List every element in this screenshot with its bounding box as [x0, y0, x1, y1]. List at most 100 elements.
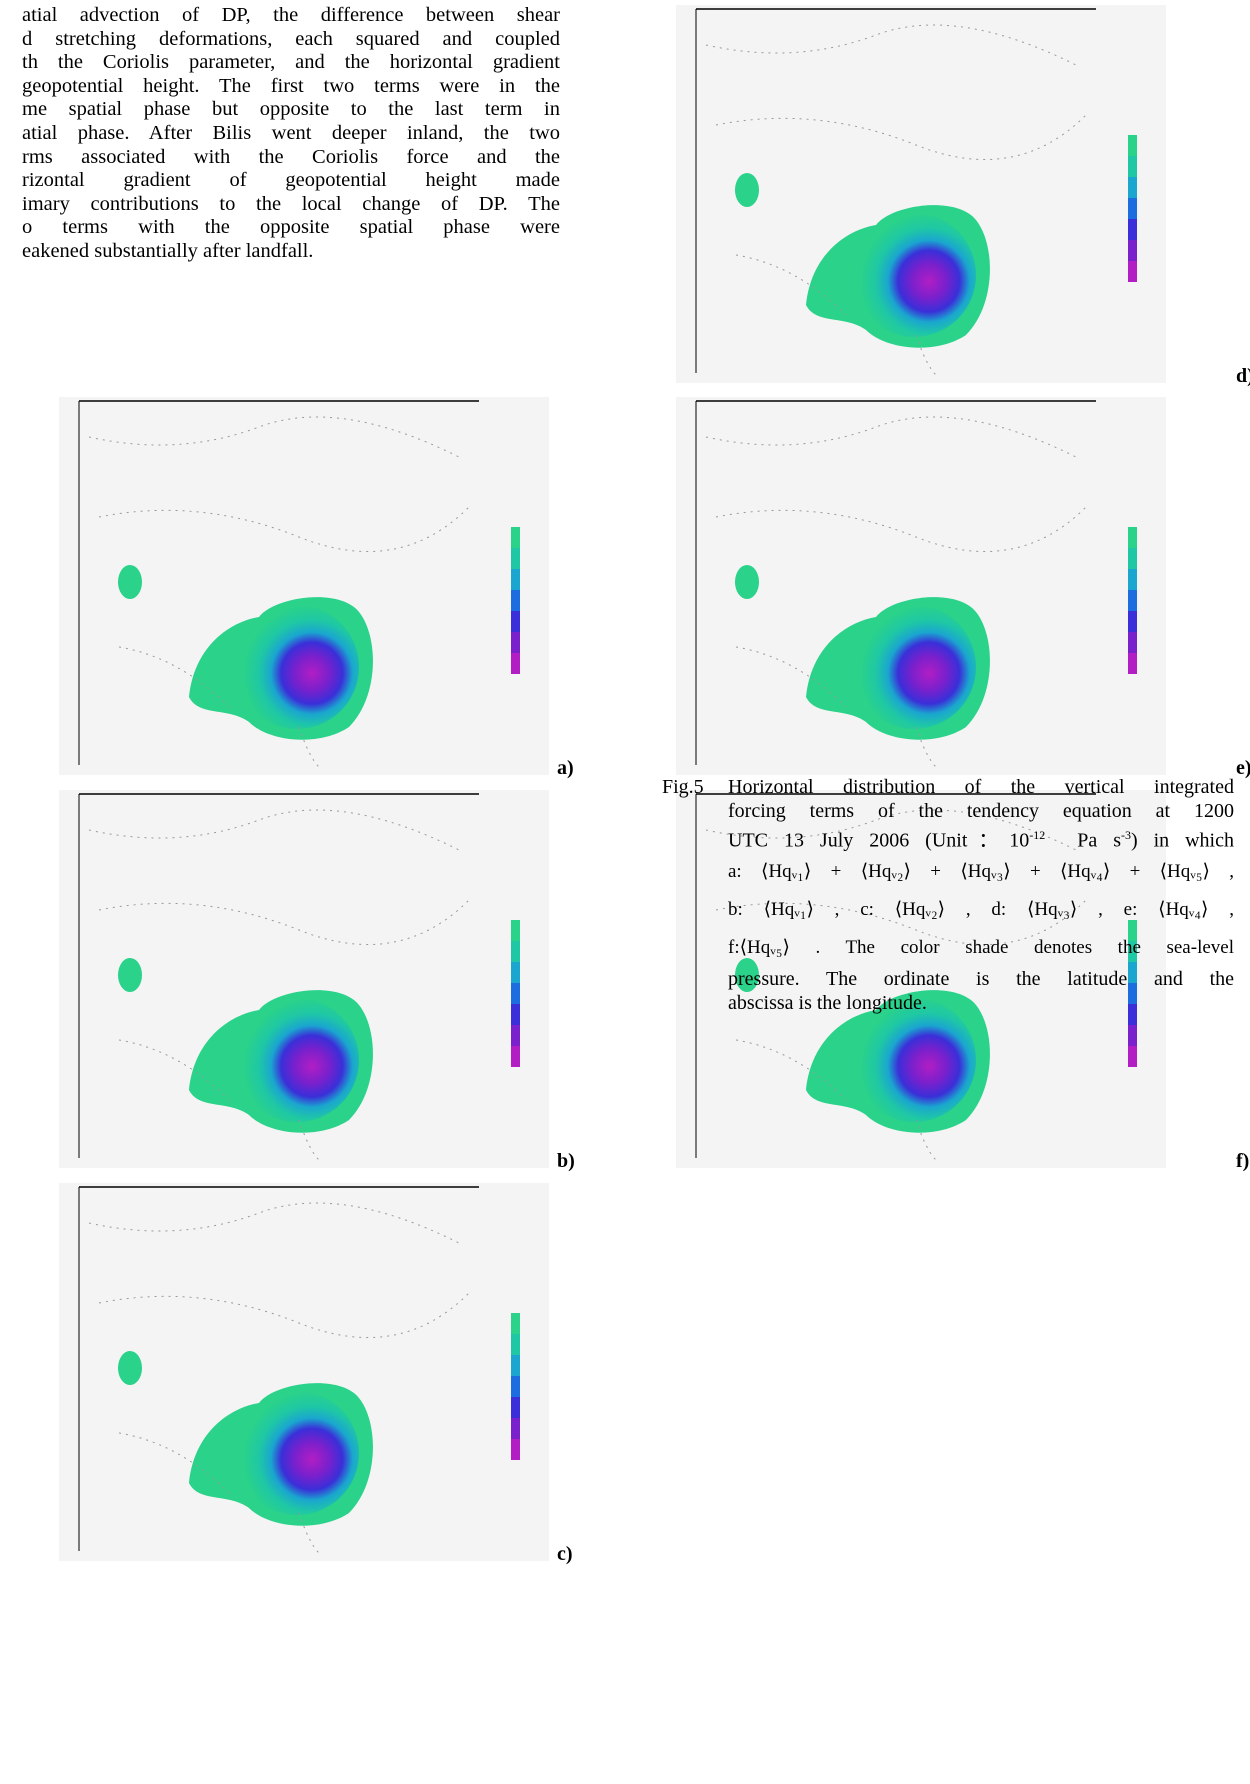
- panel-label: f): [1236, 1150, 1250, 1172]
- caption-text: UTC 13 July 2006 (Unit：10: [728, 829, 1030, 852]
- caption-line: b: ⟨Hqᵥ₁⟩ , c: ⟨Hqᵥ₂⟩ , d: ⟨Hqᵥ₃⟩ , e: ⟨…: [728, 898, 1234, 920]
- colorbar-swatch: [511, 1418, 520, 1439]
- colorbar-swatch: [511, 1376, 520, 1397]
- map-panel: [59, 1183, 549, 1561]
- colorbar-swatch: [511, 632, 520, 653]
- colorbar-swatch: [511, 527, 520, 548]
- colorbar-swatch: [511, 983, 520, 1004]
- map-panel: [676, 397, 1166, 775]
- pressure-shade: [235, 1391, 359, 1515]
- colorbar-swatch: [1128, 653, 1137, 674]
- colorbar-swatch: [1128, 983, 1137, 1004]
- colorbar-swatch: [1128, 941, 1137, 962]
- pressure-shade: [118, 958, 142, 992]
- text-line: atial phase. After Bilis went deeper inl…: [22, 121, 560, 144]
- contour: [88, 809, 470, 1161]
- pressure-shade: [118, 565, 142, 599]
- text-line: rizontal gradient of geopotential height…: [22, 169, 560, 192]
- caption-text: ) in which: [1130, 829, 1234, 852]
- map-panel: [59, 397, 549, 775]
- colorbar-swatch: [1128, 548, 1137, 569]
- colorbar-swatch: [511, 941, 520, 962]
- colorbar-swatch: [1128, 1046, 1137, 1067]
- colorbar-swatch: [511, 1025, 520, 1046]
- pressure-shade: [735, 565, 759, 599]
- text-line: d stretching deformations, each squared …: [22, 27, 560, 50]
- colorbar-swatch: [1128, 240, 1137, 261]
- colorbar-swatch: [1128, 632, 1137, 653]
- panel-label: b): [557, 1150, 575, 1172]
- pressure-shade: [852, 605, 976, 729]
- colorbar-swatch: [511, 1355, 520, 1376]
- colorbar-swatch: [511, 1004, 520, 1025]
- colorbar-swatch: [511, 569, 520, 590]
- panel-label: c): [557, 1543, 573, 1565]
- panel-label: a): [557, 757, 574, 779]
- text-line: imary contributions to the local change …: [22, 192, 560, 215]
- contour: [705, 416, 1087, 768]
- caption-line: forcing terms of the tendency equation a…: [728, 800, 1234, 822]
- text-line: o terms with the opposite spatial phase …: [22, 216, 560, 239]
- colorbar-swatch: [1128, 198, 1137, 219]
- paragraph: atial advection of DP, the difference be…: [22, 4, 560, 264]
- map-panel: [59, 790, 549, 1168]
- caption-line: abscissa is the longitude.: [728, 991, 927, 1014]
- text-line: eakened substantially after landfall.: [22, 239, 314, 262]
- caption-line: Horizontal distribution of the vertical …: [728, 776, 1234, 798]
- panel-label: d): [1236, 365, 1250, 387]
- caption-text: Pa s: [1045, 829, 1121, 852]
- pressure-shade: [235, 998, 359, 1122]
- colorbar-swatch: [1128, 920, 1137, 941]
- caption-line: a: ⟨Hqᵥ₁⟩ + ⟨Hqᵥ₂⟩ + ⟨Hqᵥ₃⟩ + ⟨Hqᵥ₄⟩ + ⟨…: [728, 860, 1234, 882]
- colorbar-swatch: [1128, 527, 1137, 548]
- exponent: -3: [1120, 828, 1131, 842]
- caption: Fig.5 Horizontal distribution of the ver…: [662, 775, 1234, 1014]
- text-line: me spatial phase but opposite to the las…: [22, 98, 560, 121]
- colorbar-swatch: [511, 1046, 520, 1067]
- exponent: -12: [1029, 828, 1046, 842]
- pressure-shade: [852, 213, 976, 337]
- caption-prefix: Fig.5: [662, 776, 704, 798]
- colorbar-swatch: [1128, 569, 1137, 590]
- pressure-shade: [235, 605, 359, 729]
- map-panel: [676, 790, 1166, 1168]
- colorbar-swatch: [1128, 590, 1137, 611]
- colorbar-swatch: [1128, 261, 1137, 282]
- caption-line: UTC 13 July 2006 (Unit：10-12 Pa s-3) in …: [728, 823, 1234, 853]
- contour: [705, 24, 1087, 376]
- colorbar-swatch: [1128, 962, 1137, 983]
- colorbar-swatch: [511, 1439, 520, 1460]
- colorbar-swatch: [511, 962, 520, 983]
- pressure-shade: [735, 173, 759, 207]
- text-line: th the Coriolis parameter, and the horiz…: [22, 51, 560, 74]
- caption-body: Horizontal distribution of the vertical …: [728, 775, 1234, 1015]
- map-panel: [676, 5, 1166, 383]
- colorbar-swatch: [1128, 156, 1137, 177]
- text-line: geopotential height. The first two terms…: [22, 74, 560, 97]
- colorbar-swatch: [511, 1334, 520, 1355]
- colorbar-swatch: [1128, 1025, 1137, 1046]
- pressure-shade: [852, 998, 976, 1122]
- colorbar-swatch: [511, 611, 520, 632]
- colorbar-swatch: [511, 920, 520, 941]
- caption-line: f:⟨Hqᵥ₅⟩ . The color shade denotes the s…: [728, 936, 1234, 958]
- colorbar-swatch: [1128, 611, 1137, 632]
- text-line: rms associated with the Coriolis force a…: [22, 145, 560, 168]
- contour: [705, 809, 1087, 1161]
- colorbar-swatch: [1128, 1004, 1137, 1025]
- contour: [88, 1202, 470, 1554]
- colorbar-swatch: [511, 1313, 520, 1334]
- contour: [88, 416, 470, 768]
- caption-line: pressure. The ordinate is the latitude a…: [728, 967, 1234, 990]
- pressure-shade: [735, 958, 759, 992]
- colorbar-swatch: [511, 1397, 520, 1418]
- text-line: atial advection of DP, the difference be…: [22, 4, 560, 26]
- colorbar-swatch: [1128, 219, 1137, 240]
- panel-label: e): [1236, 757, 1250, 779]
- colorbar-swatch: [511, 590, 520, 611]
- colorbar-swatch: [1128, 177, 1137, 198]
- colorbar-swatch: [1128, 135, 1137, 156]
- colorbar-swatch: [511, 653, 520, 674]
- pressure-shade: [118, 1351, 142, 1385]
